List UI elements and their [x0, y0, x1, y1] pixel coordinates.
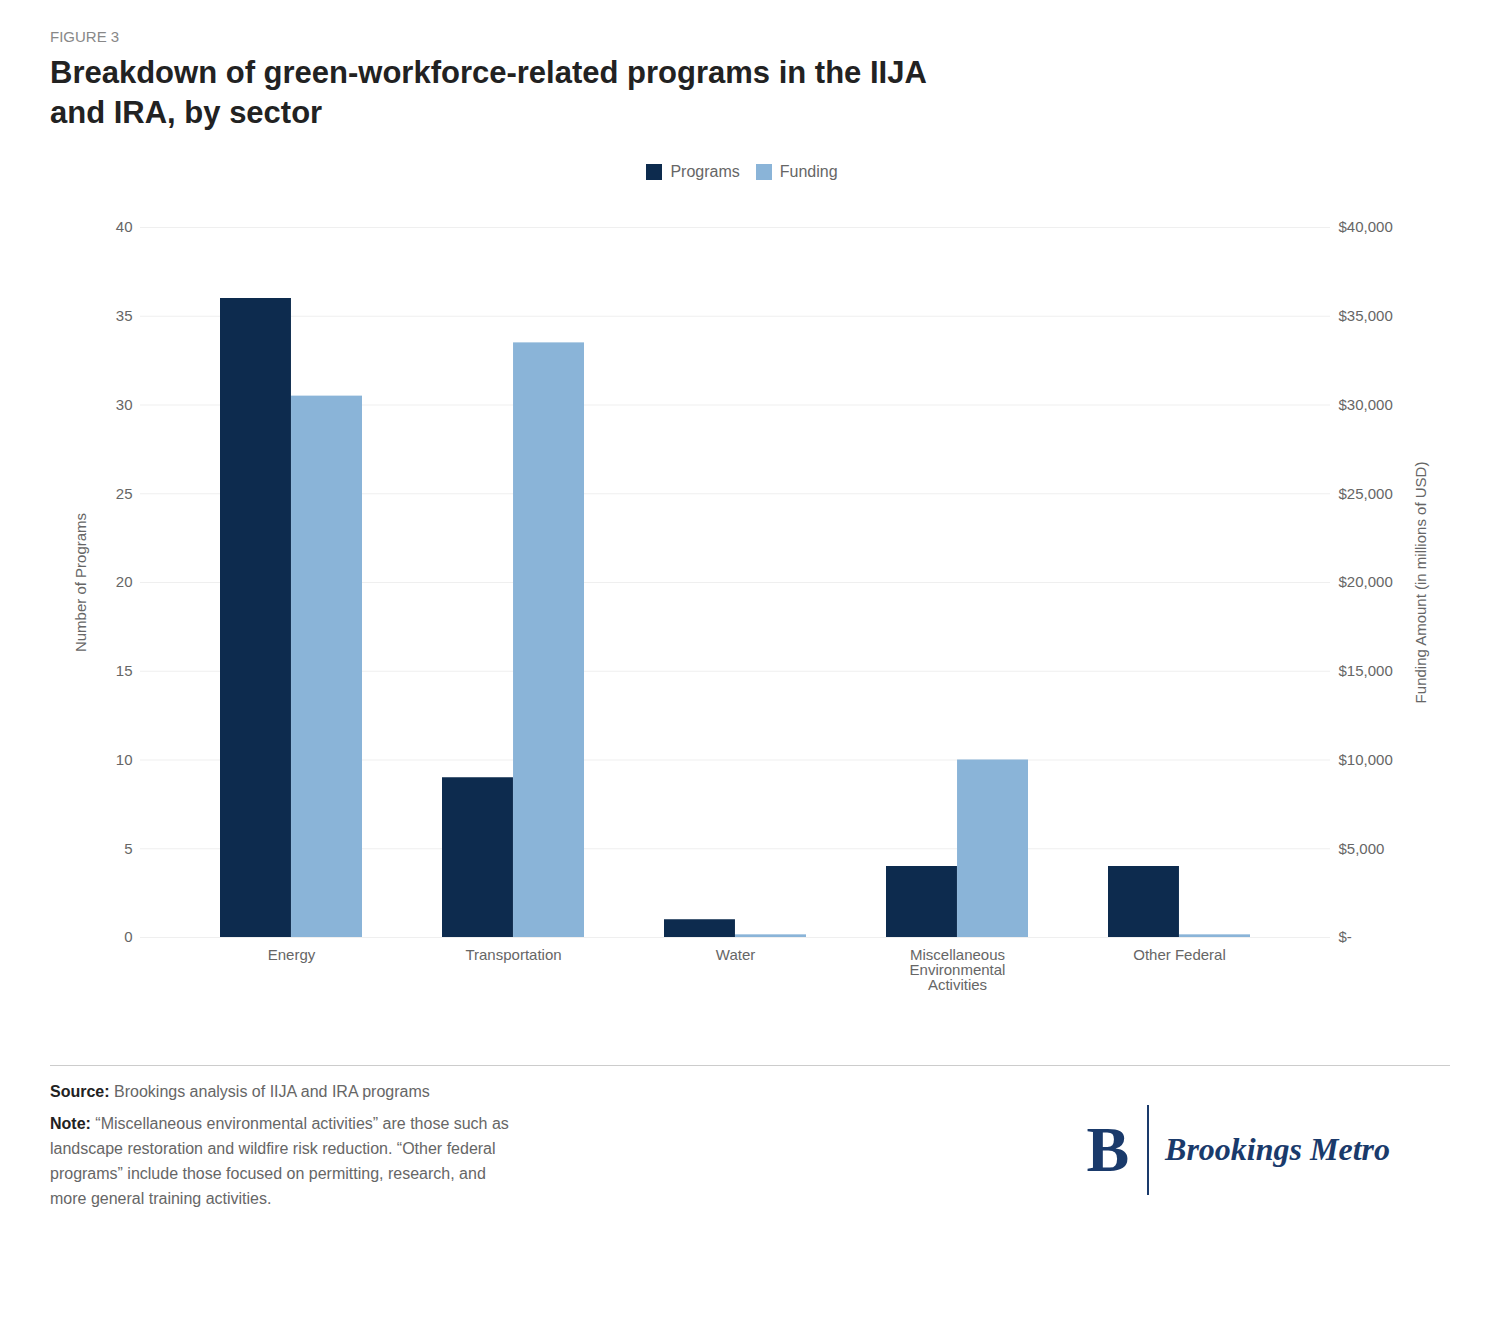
svg-text:10: 10 [116, 750, 133, 767]
svg-text:$20,000: $20,000 [1339, 573, 1393, 590]
svg-text:30: 30 [116, 395, 133, 412]
svg-text:5: 5 [124, 839, 132, 856]
svg-text:35: 35 [116, 307, 133, 324]
svg-text:$-: $- [1339, 928, 1352, 945]
html-text:B: B [1086, 1113, 1130, 1185]
svg-text:Water: Water [716, 946, 755, 963]
svg-text:Funding Amount (in millions of: Funding Amount (in millions of USD) [1412, 461, 1429, 703]
svg-text:Other Federal: Other Federal [1133, 946, 1226, 963]
svg-text:0: 0 [124, 928, 132, 945]
svg-text:$35,000: $35,000 [1339, 307, 1393, 324]
svg-text:$30,000: $30,000 [1339, 395, 1393, 412]
svg-text:$15,000: $15,000 [1339, 662, 1393, 679]
svg-text:$5,000: $5,000 [1339, 839, 1385, 856]
svg-text:40: 40 [116, 218, 133, 235]
svg-text:MiscellaneousEnvironmentalActi: MiscellaneousEnvironmentalActivities [910, 946, 1006, 993]
svg-text:15: 15 [116, 662, 133, 679]
svg-text:Number of Programs: Number of Programs [72, 512, 89, 651]
svg-text:Energy: Energy [268, 946, 316, 963]
html-text:Source: Brookings analysis of: Source: Brookings analysis of IIJA and I… [50, 1082, 430, 1100]
html-text:Funding: Funding [779, 163, 838, 181]
html-text:FIGURE 3: FIGURE 3 [50, 28, 120, 45]
svg-text:20: 20 [116, 573, 133, 590]
html-text:Note: “Miscellaneous environme: Note: “Miscellaneous environmental activ… [50, 1115, 509, 1207]
html-text:Breakdown of green-workforce-r: Breakdown of green-workforce-related pro… [50, 55, 927, 131]
svg-text:$25,000: $25,000 [1339, 484, 1393, 501]
html-text:Brookings Metro: Brookings Metro [1165, 1131, 1390, 1168]
svg-text:$40,000: $40,000 [1339, 218, 1393, 235]
html-text:Programs: Programs [670, 163, 740, 181]
svg-text:$10,000: $10,000 [1339, 750, 1393, 767]
svg-text:25: 25 [116, 484, 133, 501]
svg-text:Transportation: Transportation [465, 946, 561, 963]
